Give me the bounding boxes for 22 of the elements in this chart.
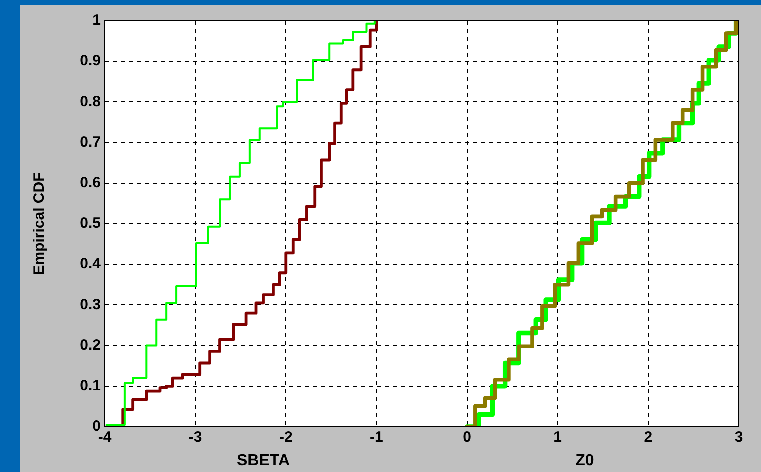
x-tick-label: 0	[463, 429, 472, 446]
y-tick-label: 0.2	[80, 336, 101, 354]
y-tick-label: 0.6	[80, 174, 101, 192]
x-tick-label: 1	[554, 429, 562, 446]
x-tick-label: -3	[188, 429, 202, 446]
y-tick-label: 0.7	[80, 134, 101, 151]
y-tick-label: 1	[92, 12, 101, 30]
y-tick-label: 0.9	[80, 52, 101, 70]
y-tick-label: 0.3	[80, 296, 101, 314]
x-tick-label: -2	[279, 429, 293, 446]
y-tick-label: 0	[92, 418, 101, 436]
x-tick-label: -4	[98, 429, 112, 446]
x-tick-label: 3	[734, 429, 744, 446]
y-tick-label: 0.1	[80, 378, 101, 395]
y-tick-label: 0.8	[80, 93, 101, 110]
text: Z0	[576, 452, 594, 470]
x-tick-label: 2	[644, 429, 653, 446]
y-tick-label: 0.5	[80, 215, 101, 232]
x-axis-title: SBETA	[236, 452, 290, 470]
y-tick-label: 0.4	[80, 256, 102, 273]
y-axis-title: Empirical CDF	[31, 172, 48, 276]
x-tick-label: -1	[370, 429, 384, 446]
